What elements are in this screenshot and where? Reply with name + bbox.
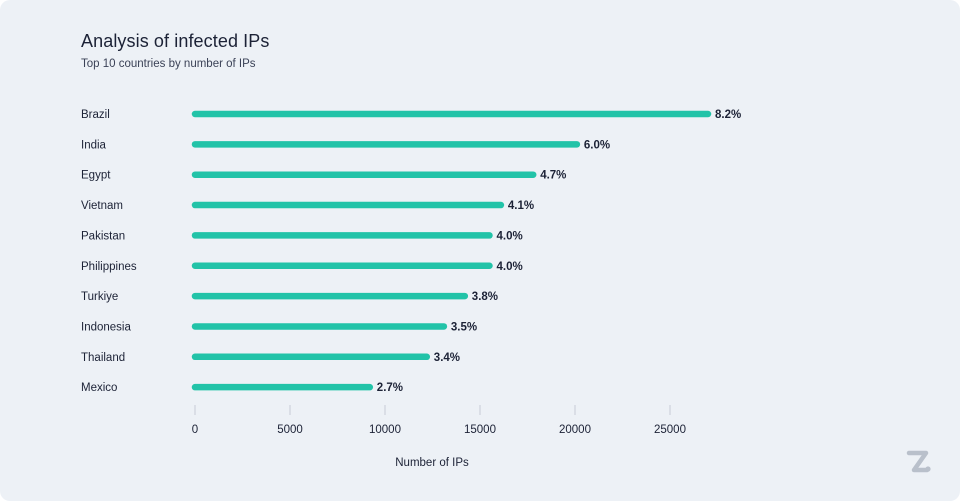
x-tick-label: 10000 [369,424,401,436]
data-label-indonesia: 3.5% [451,321,477,333]
chart-subtitle: Top 10 countries by number of IPs [81,58,256,70]
data-label-vietnam: 4.1% [508,200,534,212]
category-label-indonesia: Indonesia [81,321,131,333]
x-tick-label: 15000 [464,424,496,436]
x-axis: 0 5000 10000 15000 20000 25000 [192,405,686,436]
bars-group: Brazil 8.2% India 6.0% Egypt 4.7% Vietnam 4.1% P… [81,109,741,394]
category-label-brazil: Brazil [81,109,110,121]
chart-title: Analysis of infected IPs [81,31,270,51]
data-label-mexico: 2.7% [377,382,403,394]
category-label-vietnam: Vietnam [81,200,123,212]
data-label-india: 6.0% [584,139,610,151]
category-label-philippines: Philippines [81,261,137,273]
category-label-turkiye: Turkiye [81,291,118,303]
x-axis-label: Number of IPs [395,457,469,469]
brand-logo-icon [906,450,931,473]
category-label-india: India [81,139,107,151]
data-label-philippines: 4.0% [497,261,523,273]
category-label-mexico: Mexico [81,382,117,394]
data-label-egypt: 4.7% [540,170,566,182]
x-tick-label: 0 [192,424,198,436]
data-label-pakistan: 4.0% [497,230,523,242]
category-label-egypt: Egypt [81,170,111,182]
category-label-pakistan: Pakistan [81,230,125,242]
x-tick-label: 25000 [654,424,686,436]
data-label-brazil: 8.2% [715,109,741,121]
x-tick-label: 20000 [559,424,591,436]
data-label-turkiye: 3.8% [472,291,498,303]
category-label-thailand: Thailand [81,352,125,364]
x-tick-label: 5000 [277,424,303,436]
data-label-thailand: 3.4% [434,352,460,364]
